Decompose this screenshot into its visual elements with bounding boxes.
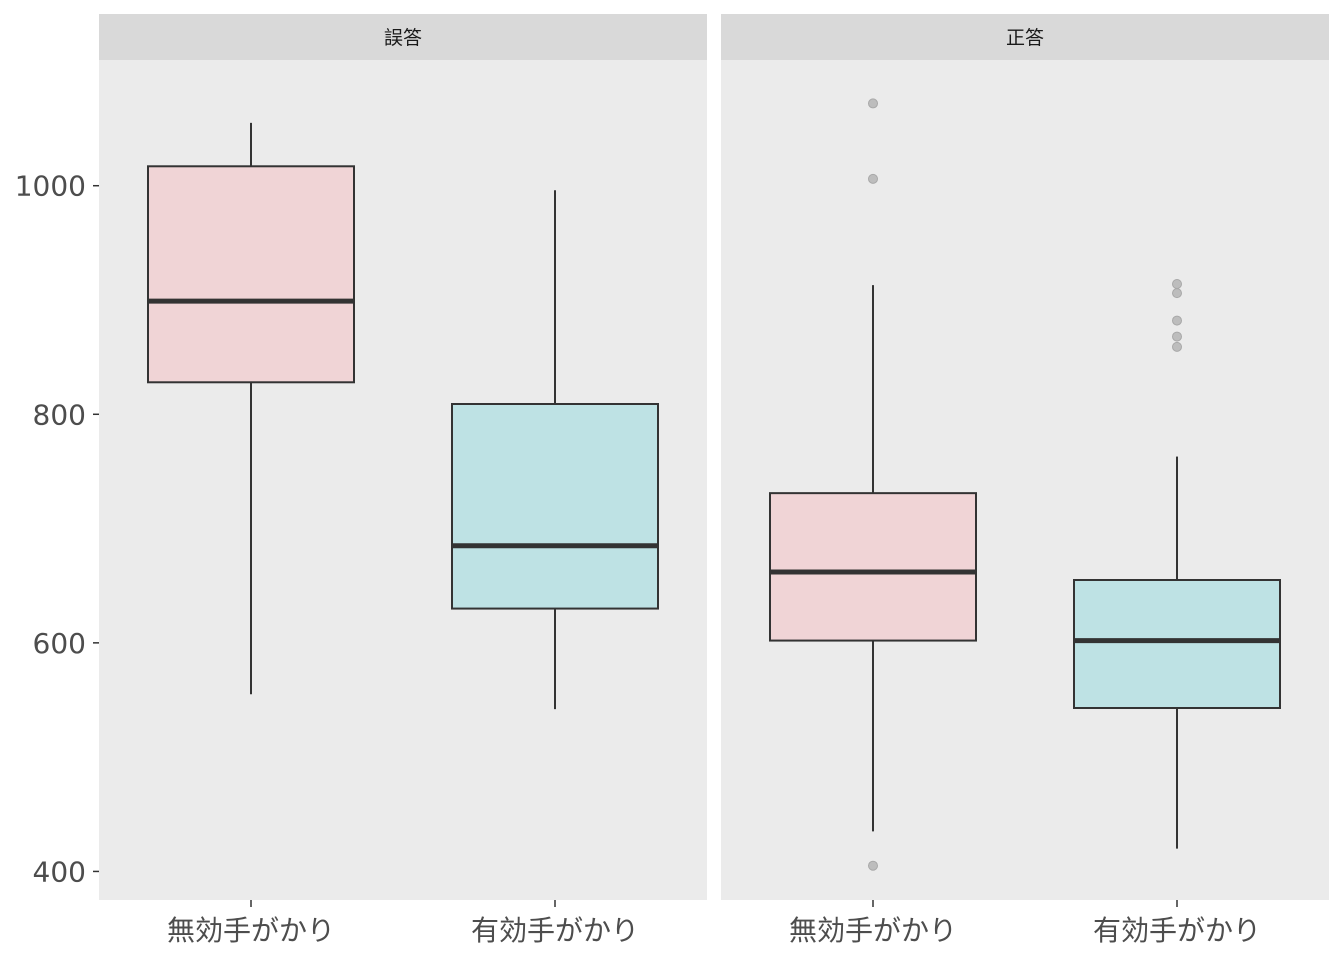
x-tick-label: 無効手がかり [789, 914, 957, 947]
outlier-point [868, 860, 878, 871]
y-tick-label: 800 [33, 398, 86, 431]
facet-strip-label: 誤答 [384, 27, 422, 49]
outlier-point [1172, 279, 1182, 289]
x-tick-label: 有効手がかり [471, 914, 639, 947]
box-group [1073, 279, 1281, 849]
y-tick-label: 1000 [15, 170, 86, 203]
iqr-box [147, 165, 355, 384]
outlier-point [1172, 331, 1182, 342]
box-group [147, 122, 355, 695]
outlier-point [868, 98, 878, 109]
outlier-point [868, 173, 878, 184]
facet-strip-label: 正答 [1006, 27, 1044, 49]
facet-strip [99, 14, 707, 60]
outlier-point [1172, 315, 1182, 326]
y-axis: 400 600 800 1000 [15, 170, 99, 888]
y-tick-label: 400 [33, 855, 86, 888]
iqr-box [1073, 579, 1281, 709]
iqr-box [451, 403, 659, 610]
x-tick-label: 有効手がかり [1093, 914, 1261, 947]
outlier-point [1172, 341, 1182, 352]
box-group [451, 190, 659, 710]
x-tick-label: 無効手がかり [167, 914, 335, 947]
box-group [769, 98, 977, 871]
y-tick-label: 600 [33, 627, 86, 660]
panel-background [721, 60, 1329, 900]
iqr-box [769, 492, 977, 642]
outlier-point [1172, 288, 1182, 299]
facet-strip [721, 14, 1329, 60]
